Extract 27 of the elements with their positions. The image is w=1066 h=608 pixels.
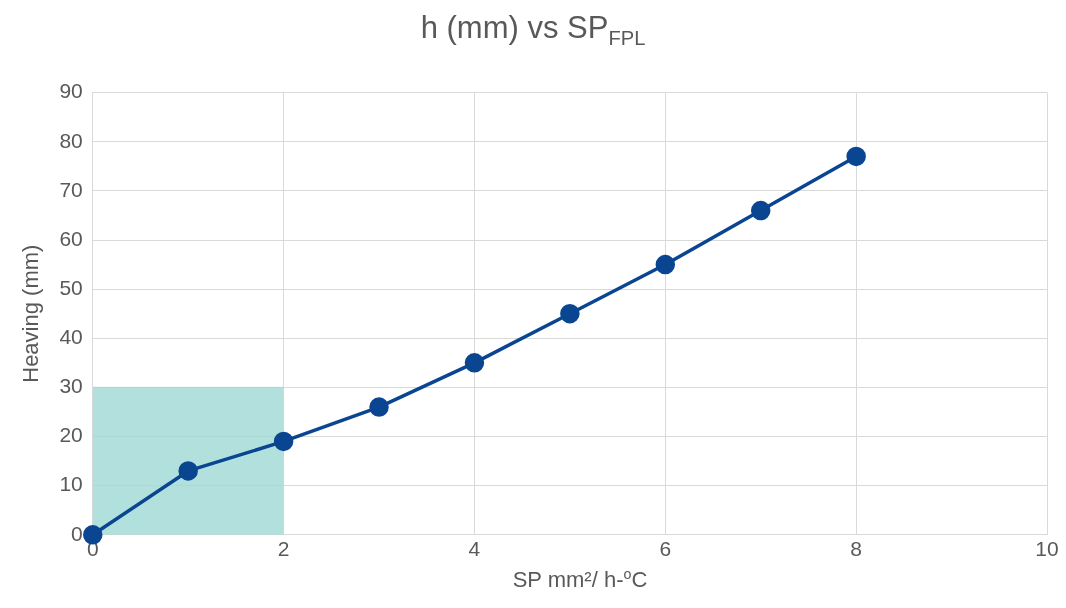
point [750, 200, 771, 221]
x-axis-title: SP mm²/ h-$^{o}$C [511, 566, 649, 594]
x-tick-label: 8 [850, 537, 862, 561]
y-axis-title: Heaving (mm) [18, 244, 44, 383]
y-tick-label: 90 [59, 79, 83, 103]
point [655, 254, 676, 275]
point [846, 146, 866, 167]
point [464, 353, 485, 373]
point [560, 303, 580, 324]
y-tick-label: 0 [71, 521, 83, 545]
y-tick-label: 30 [59, 374, 83, 398]
y-tick-label: 60 [59, 226, 83, 250]
y-tick-label: 40 [59, 325, 83, 349]
y-tick-label: 10 [59, 472, 83, 496]
point [273, 431, 294, 452]
y-tick-label: 80 [59, 128, 83, 152]
x-tick-label: 6 [659, 537, 672, 561]
x-tick-label: 4 [468, 537, 481, 561]
point [178, 461, 198, 481]
point [83, 525, 103, 545]
y-tick-label: 20 [59, 423, 83, 447]
x-tick-label: 2 [277, 537, 290, 561]
point [369, 397, 389, 417]
x-tick-label: 10 [1035, 537, 1059, 561]
chart-title: h (mm) vs SP$_{FPL}$ [419, 10, 647, 51]
y-tick-label: 70 [59, 177, 83, 201]
y-tick-label: 50 [59, 275, 83, 299]
